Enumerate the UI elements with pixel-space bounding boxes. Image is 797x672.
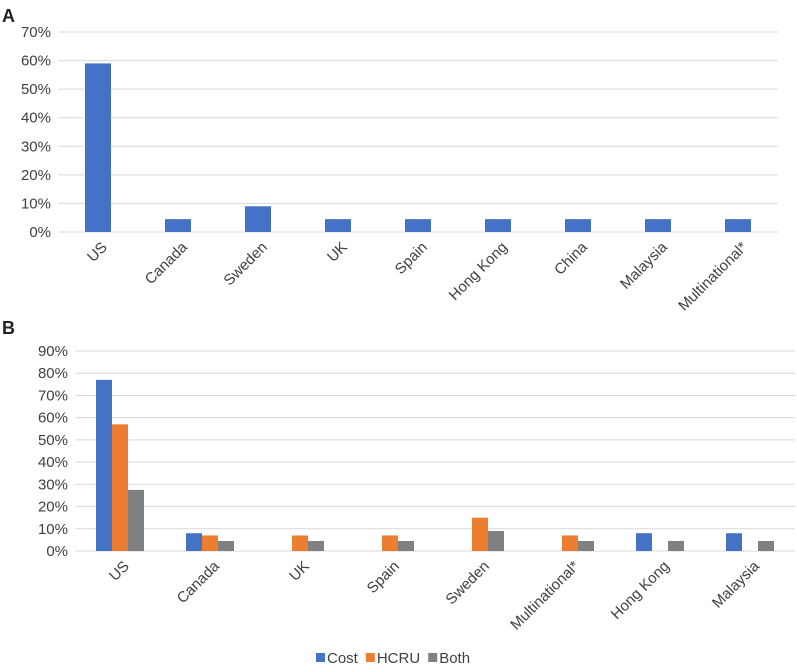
y-tick-label: 60% (21, 53, 51, 70)
chart-panel-b: 0% 10% 20% 30% 40% 50% 60% 70% 80% 90% US Canada UK S… (38, 343, 795, 634)
x-category-label: Spain (364, 558, 403, 597)
bar-both-malaysia (758, 541, 774, 551)
bar-cost-hong-kong (636, 533, 652, 551)
x-category-label: China (551, 238, 591, 278)
bar-hcru-uk (292, 535, 308, 551)
x-category-label: Sweden (220, 239, 270, 289)
legend-label-hcru: HCRU (377, 650, 420, 667)
bar-hcru-sweden (472, 517, 488, 551)
bar-value-china (565, 219, 591, 232)
legend-swatch-both (428, 653, 438, 662)
x-category-label: Canada (142, 238, 192, 288)
x-category-label: Hong Kong (446, 239, 511, 304)
x-category-label: UK (324, 239, 351, 266)
bar-both-hong-kong (668, 541, 684, 551)
y-tick-label: 20% (21, 167, 51, 184)
bar-hcru-canada (202, 535, 218, 551)
panel-label-b: B (2, 318, 15, 338)
bar-value-malaysia (645, 219, 671, 232)
x-category-label: US (84, 239, 111, 266)
y-tick-label: 40% (21, 110, 51, 127)
bar-hcru-us (112, 424, 128, 551)
chart-panel-a: 0% 10% 20% 30% 40% 50% 60% 70% US Canada Sweden UK S… (21, 24, 778, 315)
legend-swatch-hcru (365, 653, 375, 662)
bar-value-sweden (245, 206, 271, 232)
x-category-label: US (106, 558, 133, 585)
x-category-label: Canada (174, 557, 224, 607)
x-category-label: UK (286, 558, 313, 585)
x-category-label: Malaysia (709, 557, 763, 611)
y-tick-label: 70% (21, 24, 51, 41)
y-tick-label: 70% (38, 387, 68, 404)
bar-value-hong-kong (485, 219, 511, 232)
y-tick-label: 60% (38, 410, 68, 427)
x-category-label: Spain (392, 239, 431, 278)
y-tick-label: 50% (21, 81, 51, 98)
x-category-label: Malaysia (617, 238, 671, 292)
legend-label-cost: Cost (327, 650, 359, 667)
bar-both-uk (308, 541, 324, 551)
bar-both-spain (398, 541, 414, 551)
x-category-label: Multinational* (507, 558, 583, 634)
y-tick-label: 80% (38, 365, 68, 382)
y-tick-label: 20% (38, 499, 68, 516)
y-tick-label: 40% (38, 454, 68, 471)
bar-hcru-multinational (562, 535, 578, 551)
legend-label-both: Both (439, 650, 470, 667)
bar-both-sweden (488, 531, 504, 551)
y-tick-label: 10% (38, 521, 68, 538)
y-tick-label: 10% (21, 195, 51, 212)
y-tick-label: 50% (38, 432, 68, 449)
x-category-label: Multinational* (675, 239, 751, 315)
bar-cost-canada (186, 533, 202, 551)
legend: Cost HCRU Both (316, 650, 470, 667)
bar-both-canada (218, 541, 234, 551)
bar-cost-malaysia (726, 533, 742, 551)
y-tick-label: 0% (29, 224, 51, 241)
bar-value-canada (165, 219, 191, 232)
y-tick-label: 30% (21, 138, 51, 155)
x-category-label: Hong Kong (608, 558, 673, 623)
y-tick-label: 90% (38, 343, 68, 360)
bar-value-multinational (725, 219, 751, 232)
bar-hcru-spain (382, 535, 398, 551)
bar-value-spain (405, 219, 431, 232)
bar-cost-us (96, 379, 112, 551)
bar-both-multinational (578, 541, 594, 551)
bar-value-us (85, 63, 111, 232)
x-category-label: Sweden (442, 558, 492, 608)
panel-label-a: A (2, 6, 15, 26)
y-tick-label: 0% (46, 543, 68, 560)
y-tick-label: 30% (38, 476, 68, 493)
legend-swatch-cost (316, 653, 325, 662)
bar-both-us (128, 489, 144, 551)
bar-value-uk (325, 219, 351, 232)
